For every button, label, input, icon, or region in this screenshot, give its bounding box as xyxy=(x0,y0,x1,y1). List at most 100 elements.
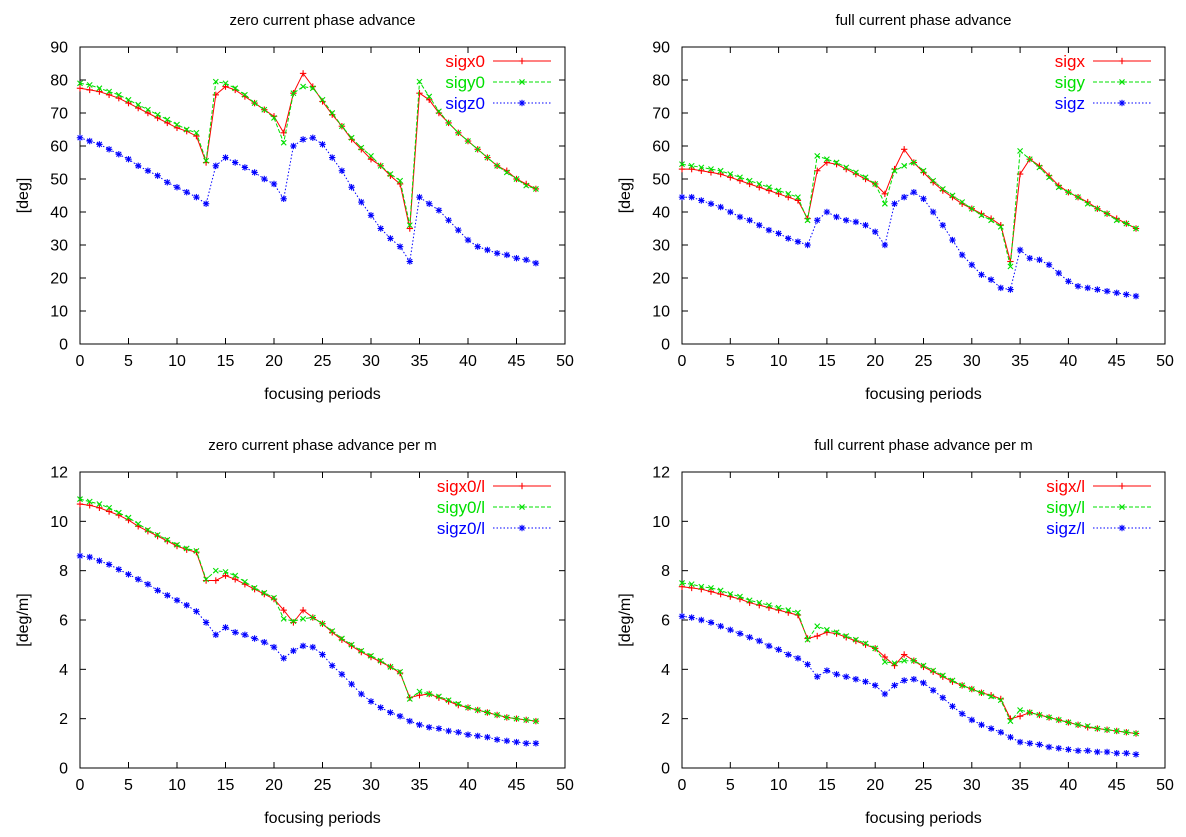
data-point xyxy=(77,496,83,503)
chart-panel-4: full current phase advance per m0 5 10 15 20… xyxy=(617,437,1174,827)
data-point xyxy=(881,190,889,198)
data-point xyxy=(290,618,297,625)
data-point xyxy=(997,697,1004,704)
data-point xyxy=(96,85,103,92)
data-point xyxy=(804,636,811,643)
data-point xyxy=(387,663,394,670)
data-point xyxy=(1094,748,1101,756)
data-point xyxy=(271,594,277,601)
data-point xyxy=(920,679,927,687)
x-tick-label: 10 xyxy=(770,777,788,794)
x-axis-label: focusing periods xyxy=(865,386,982,403)
data-point xyxy=(135,520,142,527)
data-point xyxy=(367,698,375,705)
data-point xyxy=(688,165,695,173)
data-point xyxy=(280,139,287,146)
legend-marker xyxy=(518,482,526,490)
data-point xyxy=(930,177,937,184)
y-tick-label: 10 xyxy=(652,304,670,321)
data-point xyxy=(183,546,190,553)
x-tick-label: 5 xyxy=(726,777,735,794)
data-point xyxy=(814,632,821,640)
data-point xyxy=(358,647,365,654)
legend-label: sigz xyxy=(1055,94,1085,113)
data-point xyxy=(513,255,520,262)
data-point xyxy=(338,635,345,642)
data-point xyxy=(1007,718,1014,725)
legend-label: sigy0/l xyxy=(437,498,485,517)
data-point xyxy=(1094,205,1101,212)
data-point xyxy=(164,592,171,599)
data-point xyxy=(484,709,491,716)
data-point xyxy=(105,561,113,568)
data-point xyxy=(852,169,859,176)
series-line xyxy=(681,582,1137,734)
data-point xyxy=(96,88,103,95)
series-line xyxy=(682,191,1137,297)
data-point xyxy=(678,583,686,590)
data-point xyxy=(765,642,773,650)
data-point xyxy=(396,713,404,720)
data-point xyxy=(203,157,210,164)
data-point xyxy=(261,589,268,596)
data-point xyxy=(212,631,219,638)
data-point xyxy=(891,682,898,689)
data-point xyxy=(193,547,200,554)
data-point xyxy=(280,655,287,662)
legend-label: sigy/l xyxy=(1046,498,1085,517)
data-point xyxy=(290,619,297,626)
data-point xyxy=(843,217,850,224)
data-point xyxy=(891,200,898,207)
data-point xyxy=(261,106,268,113)
y-tick-label: 6 xyxy=(59,613,68,630)
data-point xyxy=(698,616,705,624)
data-point xyxy=(794,238,802,245)
data-point xyxy=(833,213,840,221)
series-sigy0/l xyxy=(77,496,539,725)
data-point xyxy=(929,687,937,694)
data-point xyxy=(144,167,152,174)
data-point xyxy=(727,591,734,598)
data-point xyxy=(396,180,404,188)
legend-marker xyxy=(1119,79,1125,85)
data-point xyxy=(910,657,917,664)
data-point xyxy=(988,217,995,224)
data-point xyxy=(717,587,724,594)
data-point xyxy=(1113,217,1120,224)
data-point xyxy=(843,633,850,639)
data-point xyxy=(300,615,307,622)
data-point xyxy=(688,193,695,201)
data-point xyxy=(445,697,452,704)
data-point xyxy=(765,184,772,191)
x-tick-label: 35 xyxy=(1011,777,1029,794)
data-point xyxy=(251,635,258,642)
chart-title: full current phase advance per m xyxy=(814,437,1032,454)
data-point xyxy=(978,212,985,219)
data-point xyxy=(930,667,937,674)
data-point xyxy=(1016,738,1024,746)
data-point xyxy=(125,571,132,578)
data-point xyxy=(978,271,985,278)
data-point xyxy=(474,146,481,153)
data-point xyxy=(387,171,394,177)
data-point xyxy=(135,162,142,169)
x-tick-label: 0 xyxy=(678,353,687,370)
data-point xyxy=(900,677,908,684)
data-point xyxy=(445,727,452,735)
data-point xyxy=(717,203,724,211)
data-point xyxy=(688,162,695,169)
x-tick-label: 10 xyxy=(770,353,788,370)
data-point xyxy=(959,199,966,206)
data-point xyxy=(823,159,831,166)
data-point xyxy=(910,159,917,166)
series-sigz/l xyxy=(678,613,1140,758)
data-point xyxy=(154,587,161,594)
data-point xyxy=(86,86,93,94)
data-point xyxy=(1103,288,1111,295)
y-tick-label: 0 xyxy=(661,337,670,354)
data-point xyxy=(872,181,879,187)
data-point xyxy=(852,636,859,643)
data-point xyxy=(532,740,540,747)
data-point xyxy=(968,716,975,724)
